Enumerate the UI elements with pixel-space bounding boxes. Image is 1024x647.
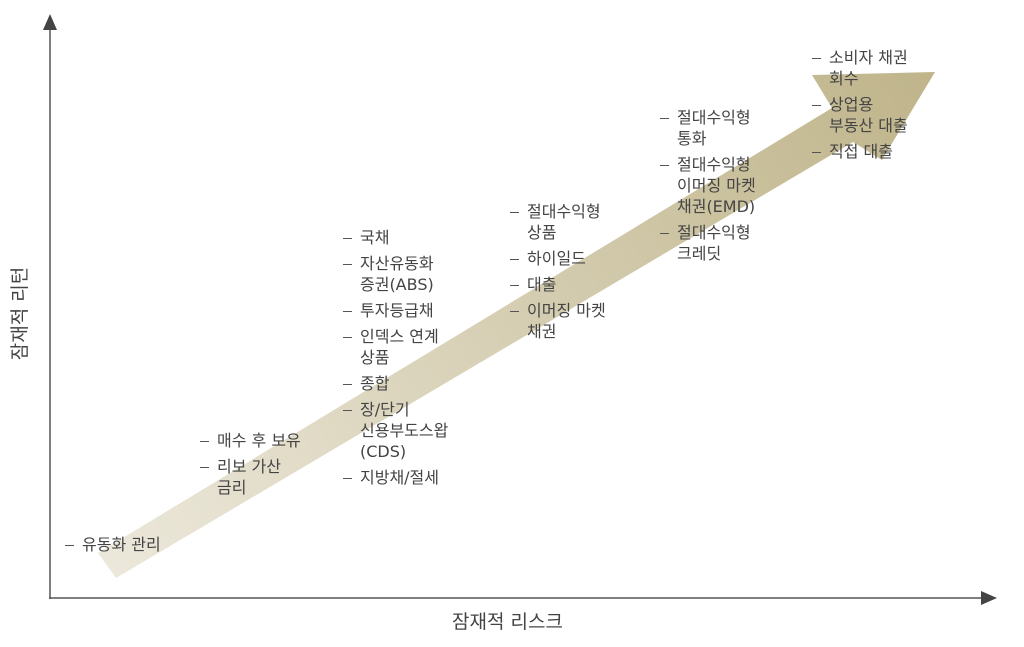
item-text: 직접 대출 [829, 142, 893, 161]
item-text: 인덱스 연계 [360, 327, 439, 346]
item-text: 절대수익형 [677, 155, 751, 174]
bullet-dash [660, 118, 669, 119]
item-text: 지방채/절세 [360, 468, 439, 487]
item-text: 절대수익형 [527, 202, 601, 221]
item-text: 신용부도스왑 [360, 421, 449, 440]
list-item: 대출 [510, 274, 606, 295]
list-item: 종합 [343, 373, 448, 394]
list-item: 국채 [343, 227, 448, 248]
trend-arrow [98, 72, 935, 578]
item-text: 크레딧 [677, 244, 722, 263]
item-text: 채권(EMD) [677, 197, 756, 216]
item-text: 통화 [677, 129, 707, 148]
item-text: 장/단기 [360, 400, 410, 419]
item-text: 회수 [829, 69, 859, 88]
bullet-dash [343, 337, 352, 338]
bullet-dash [343, 410, 352, 411]
bullet-dash [343, 311, 352, 312]
list-item: 유동화 관리 [65, 534, 161, 555]
bullet-dash [343, 264, 352, 265]
bullet-dash [812, 58, 821, 59]
item-text: 이머징 마켓 [527, 301, 606, 320]
item-text: 유동화 관리 [82, 535, 161, 554]
bullet-dash [660, 165, 669, 166]
item-text: 금리 [217, 478, 247, 497]
bullet-dash [510, 259, 519, 260]
bullet-dash [510, 285, 519, 286]
bullet-dash [343, 238, 352, 239]
item-text: 종합 [360, 374, 390, 393]
x-axis-label: 잠재적 리스크 [452, 611, 563, 633]
item-text: 상품 [360, 348, 390, 367]
bullet-dash [343, 384, 352, 385]
item-text: 부동산 대출 [829, 116, 908, 135]
y-axis-label: 잠재적 리턴 [9, 266, 32, 361]
item-group: 유동화 관리 [65, 534, 161, 560]
bullet-dash [200, 441, 209, 442]
item-text: 채권 [527, 322, 557, 341]
list-item: 매수 후 보유 [200, 430, 301, 451]
y-axis-arrowhead [43, 14, 57, 30]
item-text: 대출 [527, 275, 557, 294]
list-item: 투자등급채 [343, 300, 448, 321]
item-text: 투자등급채 [360, 301, 434, 320]
item-text: (CDS) [360, 442, 407, 461]
item-text: 절대수익형 [677, 223, 751, 242]
item-group: 절대수익형 통화 절대수익형 이머징 마켓 채권(EMD) 절대수익형 크레딧 [660, 107, 756, 269]
bullet-dash [200, 467, 209, 468]
bullet-dash [812, 152, 821, 153]
bullet-dash [510, 311, 519, 312]
list-item: 지방채/절세 [343, 467, 448, 488]
item-text: 절대수익형 [677, 108, 751, 127]
item-text: 이머징 마켓 [677, 176, 756, 195]
item-text: 리보 가산 [217, 457, 281, 476]
item-text: 상품 [527, 223, 557, 242]
bullet-dash [65, 545, 74, 546]
item-text: 소비자 채권 [829, 48, 908, 67]
item-text: 국채 [360, 228, 390, 247]
item-text: 하이일드 [527, 249, 586, 268]
list-item: 직접 대출 [812, 141, 908, 162]
item-text: 상업용 [829, 95, 874, 114]
item-text: 증권(ABS) [360, 275, 434, 294]
bullet-dash [510, 212, 519, 213]
item-text: 매수 후 보유 [217, 431, 301, 450]
list-item: 하이일드 [510, 248, 606, 269]
bullet-dash [660, 233, 669, 234]
x-axis-arrowhead [981, 591, 997, 605]
bullet-dash [812, 105, 821, 106]
bullet-dash [343, 478, 352, 479]
item-text: 자산유동화 [360, 254, 434, 273]
